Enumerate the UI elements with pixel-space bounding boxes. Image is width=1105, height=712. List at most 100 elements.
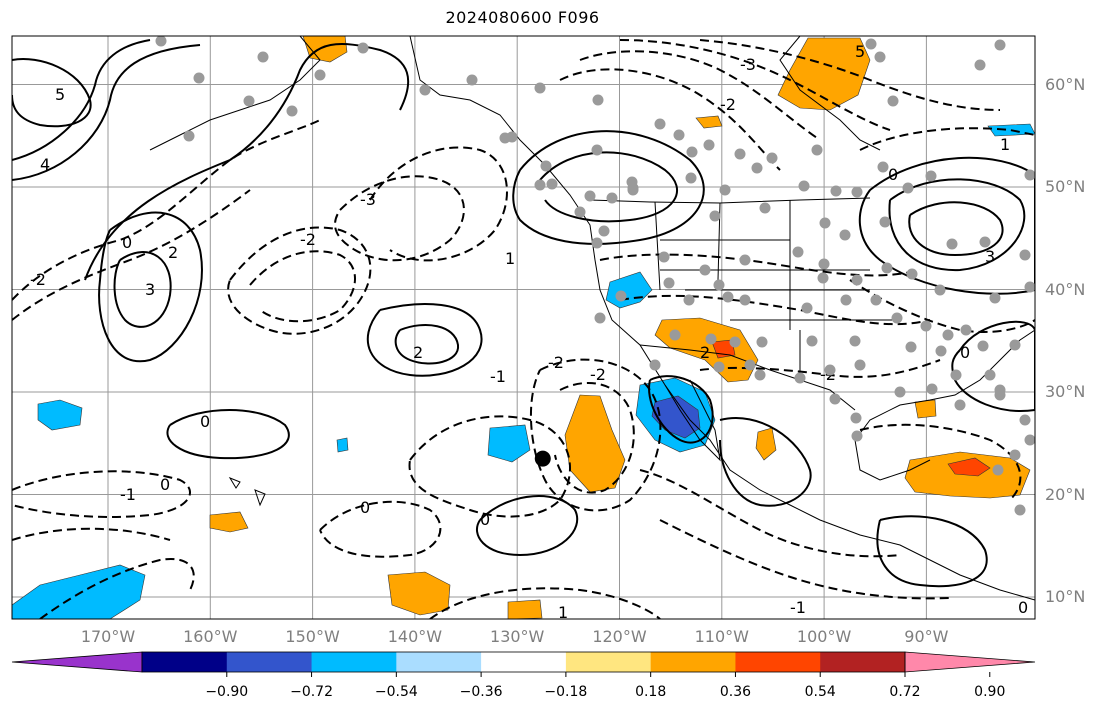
station-dot bbox=[591, 237, 603, 249]
contour-dashed-nw-1 bbox=[12, 119, 321, 301]
contour-label: 2 bbox=[413, 343, 423, 362]
station-dot bbox=[699, 264, 711, 276]
station-dot bbox=[744, 359, 756, 371]
colorbar-tick-label: 0.72 bbox=[889, 684, 921, 700]
longitude-label: 170°W bbox=[80, 627, 136, 646]
station-dot bbox=[811, 144, 823, 156]
contour-baja-low bbox=[648, 375, 714, 444]
contour-southeast-high bbox=[951, 320, 1035, 412]
station-dot bbox=[974, 59, 986, 71]
station-dot bbox=[703, 139, 715, 151]
colorbar-segment bbox=[481, 652, 567, 672]
contour-label: -2 bbox=[720, 95, 736, 114]
station-dot bbox=[818, 258, 830, 270]
station-dot bbox=[574, 206, 586, 218]
contour-label: -1 bbox=[120, 485, 136, 504]
colorbar-extend-high bbox=[904, 651, 1036, 673]
yucatan-coast bbox=[854, 439, 931, 481]
station-dot bbox=[894, 386, 906, 398]
contour-dashed-us-2 bbox=[619, 294, 931, 326]
station-dot bbox=[663, 277, 675, 289]
contour-high-west-pacific-3 bbox=[84, 43, 410, 281]
contour-east-high-2 bbox=[888, 178, 1026, 272]
latitude-label: 10°N bbox=[1045, 587, 1086, 606]
orange-region-pacific-south-2 bbox=[507, 599, 543, 619]
contour-dashed-north-2 bbox=[579, 50, 821, 141]
station-dot bbox=[824, 364, 836, 376]
station-dot bbox=[713, 361, 725, 373]
contour-label: 2 bbox=[700, 343, 710, 362]
station-dot bbox=[419, 84, 431, 96]
station-dot bbox=[877, 161, 889, 173]
station-dot bbox=[658, 251, 670, 263]
station-dot bbox=[713, 279, 725, 291]
contour-dashed-southwest-1 bbox=[12, 470, 191, 518]
station-dot bbox=[534, 179, 546, 191]
station-dot bbox=[851, 186, 863, 198]
station-dot bbox=[870, 294, 882, 306]
colorbar-extend-low bbox=[11, 651, 143, 673]
blue-region-southwest-corner bbox=[12, 564, 146, 619]
latitude-label: 60°N bbox=[1045, 74, 1086, 94]
contour-dashed-baja-2 bbox=[554, 381, 635, 494]
colorbar-tick-label: −0.18 bbox=[544, 684, 588, 700]
colorbar-segment bbox=[820, 652, 906, 672]
station-dot bbox=[926, 383, 938, 395]
contour-dashed-nw-2 bbox=[12, 189, 251, 321]
station-dot bbox=[155, 36, 167, 47]
orange-region-baja-west bbox=[564, 394, 626, 493]
contour-central-america bbox=[876, 515, 988, 588]
station-dot bbox=[806, 335, 818, 347]
station-dot bbox=[540, 160, 552, 172]
station-dot bbox=[606, 192, 618, 204]
colorbar-outline bbox=[141, 651, 906, 673]
map-frame bbox=[11, 35, 1036, 620]
station-dot bbox=[598, 225, 610, 237]
colorbar-segment bbox=[735, 652, 821, 672]
contour-label: 0 bbox=[960, 343, 970, 362]
station-dot bbox=[830, 185, 842, 197]
location-marker bbox=[534, 450, 551, 467]
contour-label: 0 bbox=[160, 475, 170, 494]
colorbar-tick-label: 0.18 bbox=[635, 684, 667, 700]
station-dot bbox=[286, 105, 298, 117]
station-dot bbox=[546, 178, 558, 190]
contour-value-labels: 5 5 4 3 3 2 2 1 1 0 0 0 0 0 0 0 -1 -1 -1… bbox=[30, 42, 1028, 619]
contour-east-high bbox=[858, 156, 1035, 295]
contour-zero-south-pacific bbox=[475, 495, 578, 557]
station-dot bbox=[734, 148, 746, 160]
station-dot bbox=[984, 369, 996, 381]
station-dot bbox=[669, 329, 681, 341]
longitude-label: 140°W bbox=[387, 627, 443, 646]
contour-label: 5 bbox=[55, 85, 65, 104]
station-dot bbox=[850, 412, 862, 424]
baja-coast bbox=[664, 379, 721, 462]
blue-region-pacific-center bbox=[487, 424, 531, 463]
contour-zero-pacific bbox=[166, 409, 290, 460]
station-dot bbox=[979, 236, 991, 248]
latitude-label: 20°N bbox=[1045, 484, 1086, 504]
station-dot bbox=[719, 184, 731, 196]
contour-dashed-north-1 bbox=[559, 68, 781, 171]
station-dot bbox=[729, 336, 741, 348]
contour-dashed-pacific-2 bbox=[319, 500, 442, 558]
colorbar-tick-label: 0.36 bbox=[719, 684, 752, 700]
station-dot bbox=[534, 82, 546, 94]
station-dot bbox=[906, 268, 918, 280]
station-dot bbox=[798, 180, 810, 192]
contour-dashed-mid-2 bbox=[249, 250, 356, 323]
station-dot bbox=[1019, 414, 1031, 426]
station-dot bbox=[739, 254, 751, 266]
longitude-label: 100°W bbox=[796, 627, 852, 646]
contour-label: 2 bbox=[168, 243, 178, 262]
contour-northwest-ridge bbox=[12, 44, 201, 181]
longitude-label: 90°W bbox=[904, 627, 949, 646]
station-dot bbox=[1009, 339, 1021, 351]
station-dot bbox=[654, 118, 666, 130]
station-dot bbox=[879, 216, 891, 228]
orange-region-gulf bbox=[914, 399, 937, 419]
contour-label: -2 bbox=[30, 270, 46, 289]
station-dot bbox=[854, 359, 866, 371]
contour-east-high-3 bbox=[908, 201, 1004, 257]
contour-label: -3 bbox=[360, 190, 376, 209]
